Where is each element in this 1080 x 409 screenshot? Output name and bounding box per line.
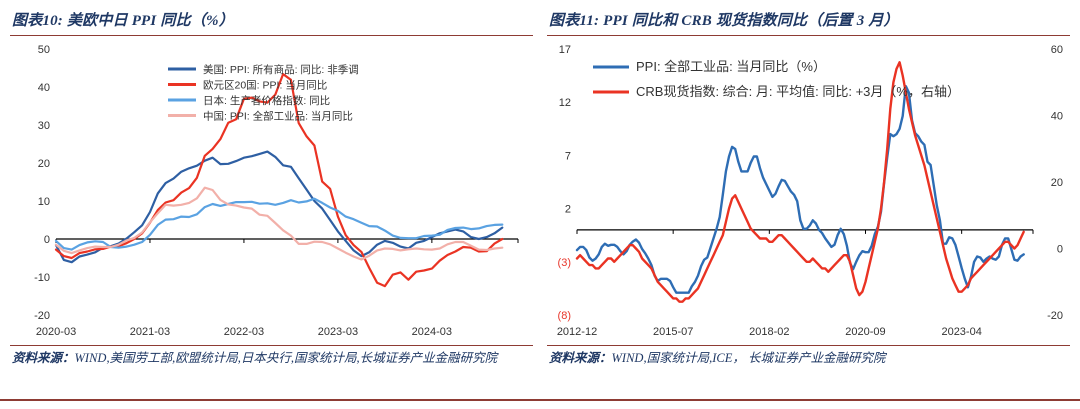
x-axis-label: 2018-02 (749, 326, 789, 338)
left-y-axis-label: -20 (34, 310, 50, 322)
left-y-axis-label: 2 (565, 204, 571, 216)
legend-label: PPI: 全部工业品: 当月同比（%） (636, 59, 826, 74)
source-text: WIND,美国劳工部,欧盟统计局,日本央行,国家统计局,长城证券产业金融研究院 (74, 351, 498, 365)
x-axis-label: 2021-03 (130, 326, 170, 338)
series-line-1 (575, 61, 1025, 303)
left-y-axis-label: 10 (38, 196, 50, 208)
ppi-us-eu-cn-jp-line-chart: 50 40 30 20 10 0 -10 -20 2020-03 2021-03 2022-03 20… (34, 44, 519, 338)
figure-11: 图表11: PPI 同比和 CRB 现货指数同比（后置 3 月） 17 12 7 2 (… (547, 0, 1070, 367)
legend-label: 美国: PPI: 所有商品: 同比: 非季调 (203, 63, 359, 76)
figure-11-title-divider (547, 35, 1070, 36)
left-y-axis-label: (3) (558, 257, 571, 269)
right-y-axis-label: 0 (1057, 244, 1063, 256)
x-axis-label: 2020-09 (845, 326, 885, 338)
legend-label: 日本: 生产者价格指数: 同比 (203, 94, 330, 107)
figure-10-title: 图表10: 美欧中日 PPI 同比（%） (12, 13, 234, 29)
figure-10-source-divider (10, 345, 533, 346)
series-line-1 (54, 72, 504, 288)
legend-label: CRB现货指数: 综合: 月: 平均值: 同比: +3月（%，右轴） (636, 84, 960, 99)
left-y-axis-label: -10 (34, 272, 50, 284)
right-y-axis-label: 60 (1051, 44, 1063, 56)
figure-10-title-divider (10, 35, 533, 36)
x-axis-label: 2023-03 (318, 326, 358, 338)
page-bottom-rule (0, 399, 1080, 401)
left-y-axis-label: (8) (558, 310, 571, 322)
left-y-axis-label: 50 (38, 44, 50, 56)
figure-11-title: 图表11: PPI 同比和 CRB 现货指数同比（后置 3 月） (549, 13, 899, 29)
figure-10: 图表10: 美欧中日 PPI 同比（%） 50 40 30 20 10 0 -10 -20 20… (10, 0, 533, 367)
left-y-axis-label: 20 (38, 158, 50, 170)
series-line-2 (54, 197, 504, 251)
left-y-axis-label: 30 (38, 120, 50, 132)
series-line-3 (54, 186, 504, 261)
right-y-axis-label: -20 (1047, 310, 1063, 322)
figure-11-source-divider (547, 345, 1070, 346)
source-label: 资料来源： (12, 351, 75, 365)
right-y-axis-label: 40 (1051, 111, 1063, 123)
left-y-axis-label: 17 (559, 44, 571, 56)
left-y-axis-label: 40 (38, 82, 50, 94)
figure-11-source: 资料来源：WIND,国家统计局,ICE， 长城证券产业金融研究院 (549, 350, 1068, 367)
report-figures-row: 图表10: 美欧中日 PPI 同比（%） 50 40 30 20 10 0 -10 -20 20… (10, 0, 1070, 367)
left-y-axis-label: 0 (44, 234, 50, 246)
figure-10-source: 资料来源：WIND,美国劳工部,欧盟统计局,日本央行,国家统计局,长城证券产业金… (12, 350, 531, 367)
left-y-axis-label: 12 (559, 97, 571, 109)
source-label: 资料来源： (549, 351, 612, 365)
series-line-0 (575, 85, 1025, 294)
ppi-crb-line-chart: 17 12 7 2 (3) (8) 60 40 20 0 -20 2012-12 2015-07 2018… (557, 44, 1063, 338)
legend-label: 欧元区20国: PPI: 当月同比 (203, 79, 327, 92)
x-axis-label: 2024-03 (412, 326, 452, 338)
x-axis-label: 2012-12 (557, 326, 597, 338)
legend-label: 中国: PPI: 全部工业品: 当月同比 (203, 110, 353, 123)
x-axis-label: 2015-07 (653, 326, 693, 338)
source-text: WIND,国家统计局,ICE， 长城证券产业金融研究院 (611, 351, 886, 365)
x-axis-label: 2022-03 (224, 326, 264, 338)
series-line-0 (54, 150, 504, 264)
right-y-axis-label: 20 (1051, 177, 1063, 189)
x-axis-label: 2023-04 (941, 326, 981, 338)
left-y-axis-label: 7 (565, 150, 571, 162)
x-axis-label: 2020-03 (36, 326, 76, 338)
